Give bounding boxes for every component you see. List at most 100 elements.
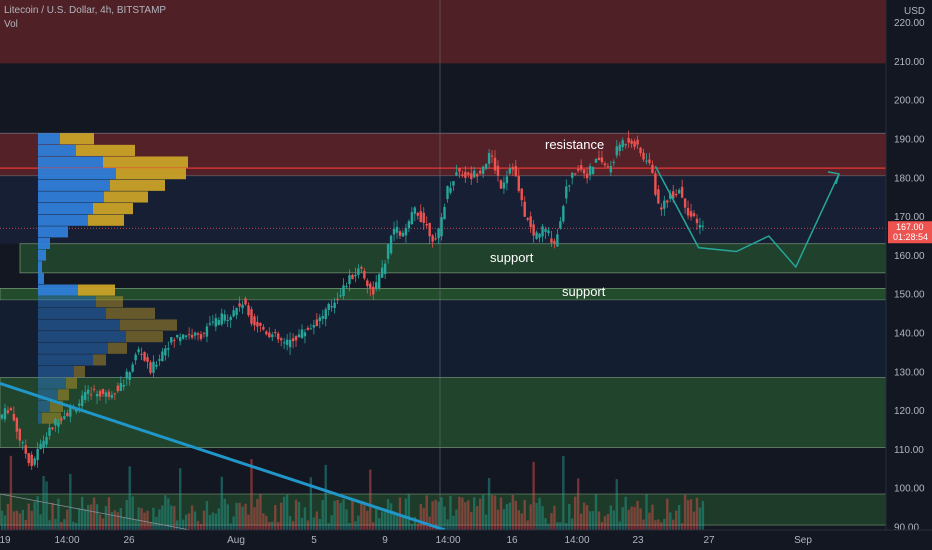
- volume-bar: [372, 522, 375, 530]
- candle-body: [576, 168, 580, 171]
- volume-bar: [54, 518, 57, 530]
- volume-bar: [250, 459, 253, 530]
- candle-body: [274, 332, 277, 334]
- candle-body: [66, 412, 69, 416]
- candle-body: [36, 448, 39, 461]
- volume-bar: [60, 522, 63, 530]
- projection-path: [654, 165, 840, 269]
- volume-bar: [345, 509, 348, 530]
- volume-bar: [140, 508, 143, 530]
- candle-body: [461, 174, 464, 176]
- volume-bar: [104, 506, 108, 530]
- volume-bar: [220, 476, 223, 530]
- volume-profile-up-bar: [38, 133, 60, 145]
- volume-bar: [348, 522, 351, 530]
- resistance-label: resistance: [545, 137, 604, 152]
- time-tick-label: 23: [632, 535, 644, 546]
- candle-body: [321, 316, 324, 319]
- volume-bar: [648, 512, 651, 530]
- top-resistance-zone: [0, 0, 886, 64]
- volume-profile-up-bar: [38, 412, 42, 424]
- candle-body: [211, 321, 215, 323]
- candle-body: [181, 334, 185, 339]
- candle-body: [419, 211, 422, 223]
- time-tick-label: 14:00: [435, 535, 460, 546]
- candle-body: [425, 224, 428, 226]
- volume-profile-down-bar: [106, 307, 155, 319]
- volume-bar: [48, 520, 51, 530]
- volume-bar: [339, 502, 342, 530]
- price-axis: [886, 0, 932, 550]
- candle-body: [541, 226, 544, 237]
- volume-bar: [21, 509, 24, 530]
- volume-profile-up-bar: [38, 377, 66, 389]
- price-tick-label: 200.00: [894, 96, 925, 107]
- candle-body: [565, 186, 568, 199]
- volume-bar: [674, 510, 678, 530]
- candle-body: [639, 147, 642, 154]
- candle-body: [490, 155, 494, 157]
- volume-bar: [187, 513, 191, 530]
- candle-body: [677, 189, 681, 194]
- volume-bar: [300, 517, 304, 530]
- candle-body: [446, 186, 449, 200]
- time-tick-label: 19: [0, 535, 11, 546]
- time-tick-label: 5: [311, 535, 317, 546]
- volume-bar: [24, 519, 27, 530]
- volume-bar: [92, 497, 96, 530]
- candle-body: [158, 359, 161, 361]
- candle-body: [562, 206, 565, 222]
- volume-bar: [196, 520, 200, 530]
- candle-body: [582, 169, 586, 174]
- volume-bar: [190, 505, 194, 530]
- candle-body: [493, 157, 497, 171]
- volume-profile-down-bar: [66, 377, 77, 389]
- volume-profile-down-bar: [93, 203, 133, 215]
- time-tick-label: 26: [123, 535, 135, 546]
- candle-body: [511, 167, 515, 170]
- candle-body: [683, 198, 687, 208]
- currency-label: USD: [904, 6, 925, 17]
- price-tick-label: 150.00: [894, 290, 925, 301]
- candle-body: [0, 414, 4, 419]
- volume-bar: [214, 513, 218, 530]
- volume-bar: [268, 521, 271, 530]
- volume-bar: [333, 500, 336, 530]
- candle-body: [526, 218, 529, 220]
- candle-body: [654, 173, 657, 195]
- volume-bar: [134, 520, 137, 530]
- candle-body: [24, 445, 27, 454]
- candle-body: [538, 233, 541, 238]
- volume-profile-up-bar: [38, 307, 106, 319]
- volume-bar: [461, 497, 464, 530]
- volume-bar: [170, 505, 173, 530]
- candle-body: [39, 443, 42, 450]
- volume-bar: [701, 500, 705, 530]
- volume-bar: [164, 495, 167, 530]
- candle-body: [152, 361, 155, 373]
- volume-bar: [428, 516, 431, 530]
- volume-bar: [597, 511, 601, 530]
- volume-bar: [351, 500, 354, 530]
- candle-body: [404, 228, 408, 236]
- candle-body: [244, 298, 247, 305]
- volume-profile-down-bar: [116, 168, 186, 180]
- candle-body: [612, 162, 616, 164]
- volume-bar: [624, 496, 627, 530]
- candle-body: [27, 453, 30, 464]
- candle-body: [6, 410, 10, 413]
- volume-bar: [496, 509, 500, 530]
- volume-bar: [42, 475, 45, 530]
- volume-bar: [66, 509, 69, 530]
- candle-body: [137, 349, 140, 353]
- candle-body: [63, 416, 66, 419]
- volume-bar: [600, 522, 604, 530]
- volume-bar: [550, 512, 553, 530]
- volume-bar: [149, 522, 152, 530]
- volume-bar: [193, 511, 197, 530]
- volume-bar: [80, 496, 84, 530]
- volume-profile-down-bar: [110, 179, 165, 191]
- volume-bar: [565, 523, 568, 530]
- time-tick-label: 27: [703, 535, 715, 546]
